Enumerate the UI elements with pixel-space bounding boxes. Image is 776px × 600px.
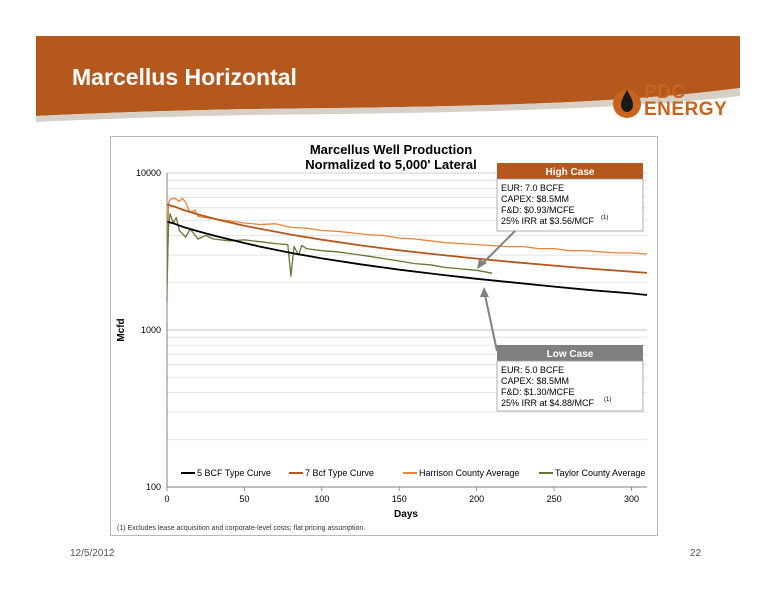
x-axis-label: Days: [394, 509, 418, 520]
series-line-7-bcf-type-curve: [166, 203, 648, 274]
high-case-superscript: (1): [601, 215, 608, 221]
x-tick-label: 0: [164, 494, 169, 504]
y-tick-label: 100: [146, 482, 161, 492]
legend-label: Taylor County Average: [555, 468, 645, 478]
logo-text-bottom: ENERGY: [644, 99, 728, 120]
low-case-superscript: (1): [604, 397, 611, 403]
low-case-callout: Low Case EUR: 5.0 BCFE CAPEX: $8.5MM F&D…: [480, 287, 644, 412]
high-case-header: High Case: [546, 167, 595, 178]
legend: 5 BCF Type Curve 7 Bcf Type Curve Harrison…: [181, 468, 645, 478]
high-case-line-3: F&D: $0.93/MCFE: [501, 205, 575, 215]
banner-swoosh: [36, 88, 740, 122]
y-axis-label: Mcfd: [116, 318, 127, 341]
legend-label: Harrison County Average: [419, 468, 519, 478]
footnote: (1) Excludes lease acquisition and corpo…: [117, 525, 365, 532]
high-case-line-2: CAPEX: $8.5MM: [501, 194, 569, 204]
chart-subtitle: Normalized to 5,000' Lateral: [305, 157, 476, 172]
footer-page-number: 22: [690, 548, 702, 559]
series-line-harrison-county-average: [166, 197, 648, 303]
banner-shape: [36, 36, 740, 116]
high-case-arrow: [480, 230, 516, 266]
low-case-line-1: EUR: 5.0 BCFE: [501, 365, 564, 375]
low-case-header: Low Case: [547, 349, 594, 360]
high-case-line-4: 25% IRR at $3.56/MCF: [501, 216, 595, 226]
logo-text-top: PDC: [644, 82, 686, 103]
high-case-callout: High Case EUR: 7.0 BCFE CAPEX: $8.5MM F&…: [477, 163, 644, 269]
legend-label: 7 Bcf Type Curve: [305, 468, 374, 478]
x-tick-label: 200: [469, 494, 484, 504]
y-axis-ticks: 100 1000 10000: [136, 168, 161, 492]
flame-drop-icon: [613, 90, 641, 118]
series-line-taylor-county-average: [166, 213, 493, 283]
series-lines: [166, 197, 648, 303]
low-case-arrow: [484, 294, 498, 352]
high-case-line-1: EUR: 7.0 BCFE: [501, 183, 564, 193]
high-case-arrowhead: [477, 259, 487, 269]
low-case-line-3: F&D: $1.30/MCFE: [501, 387, 575, 397]
chart-frame: Marcellus Well Production Normalized to …: [110, 136, 658, 536]
low-case-arrowhead: [480, 287, 489, 297]
series-line-5-bcf-type-curve: [166, 220, 648, 296]
y-tick-label: 1000: [141, 325, 161, 335]
x-tick-label: 150: [392, 494, 407, 504]
x-tick-label: 250: [547, 494, 562, 504]
x-tick-label: 50: [239, 494, 249, 504]
chart-title: Marcellus Well Production: [310, 142, 472, 157]
footer-date: 12/5/2012: [70, 548, 115, 559]
low-case-line-4: 25% IRR at $4.88/MCF: [501, 398, 595, 408]
company-logo: PDC ENERGY: [610, 82, 727, 122]
production-chart: Marcellus Well Production Normalized to …: [116, 142, 648, 532]
y-tick-label: 10000: [136, 168, 161, 178]
x-tick-label: 100: [314, 494, 329, 504]
header-banner: [36, 36, 740, 130]
slide-title: Marcellus Horizontal: [72, 64, 297, 90]
legend-label: 5 BCF Type Curve: [197, 468, 271, 478]
x-axis-ticks: 0 50 100 150 200 250 300: [164, 487, 639, 504]
low-case-line-2: CAPEX: $8.5MM: [501, 376, 569, 386]
x-tick-label: 300: [624, 494, 639, 504]
